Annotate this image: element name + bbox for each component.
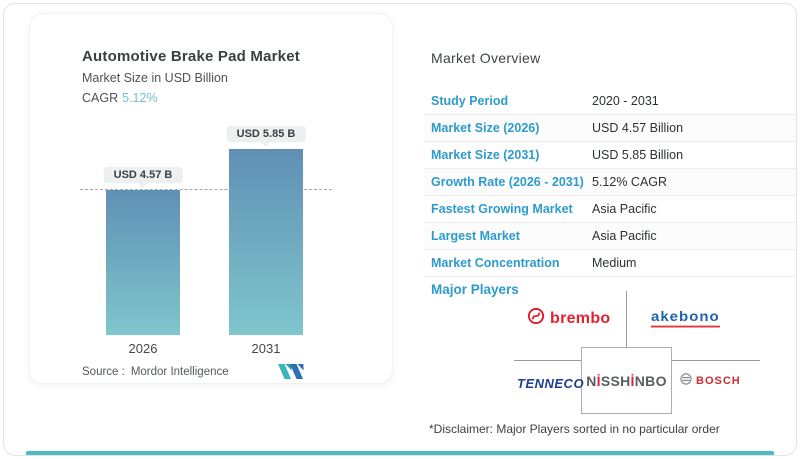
market-chart-card: Automotive Brake Pad Market Market Size … [29, 13, 393, 384]
nisshinbo-wordmark: NİSSHİNBO [586, 373, 667, 389]
row-value: 2020 - 2031 [592, 94, 659, 108]
table-row-market-concentration: Market Concentration Medium [424, 250, 796, 277]
major-players-title: Major Players [431, 282, 519, 297]
source-value: Mordor Intelligence [130, 366, 229, 378]
bottom-accent-bar [26, 451, 774, 455]
connector-right-line [672, 360, 760, 361]
axis-label-2026: 2026 [128, 341, 158, 356]
row-label: Market Size (2031) [431, 148, 540, 162]
bosch-logo: BOSCH [680, 372, 741, 390]
cagr-value: 5.12% [122, 91, 158, 105]
cagr-label: CAGR [82, 91, 119, 105]
row-label: Fastest Growing Market [431, 202, 573, 216]
nisshinbo-red-i: İ [630, 372, 635, 389]
tenneco-logo: TENNECO [517, 376, 585, 391]
row-value: 5.12% CAGR [592, 175, 668, 189]
nisshinbo-logo-box: NİSSHİNBO [581, 347, 672, 414]
row-value: Asia Pacific [592, 202, 657, 216]
bosch-armature-icon [680, 372, 692, 390]
nisshinbo-part: NBO [634, 372, 667, 389]
bosch-wordmark: BOSCH [696, 375, 741, 387]
table-row-study-period: Study Period 2020 - 2031 [424, 88, 796, 115]
brembo-wordmark: brembo [550, 309, 611, 327]
mordor-intelligence-logo-icon [278, 363, 304, 385]
row-value: Asia Pacific [592, 229, 657, 243]
cagr-line: CAGR 5.12% [82, 91, 158, 105]
table-row-market-size-2026: Market Size (2026) USD 4.57 Billion [424, 115, 796, 142]
brembo-logo: brembo [527, 307, 610, 330]
nisshinbo-red-i: İ [596, 372, 601, 389]
row-label: Study Period [431, 94, 509, 108]
connector-vertical-line [626, 291, 627, 347]
row-value: USD 4.57 Billion [592, 121, 684, 135]
value-badge-2026: USD 4.57 B [103, 167, 183, 183]
nisshinbo-part: N [586, 372, 597, 389]
value-badge-2031: USD 5.85 B [226, 126, 306, 142]
table-row-market-size-2031: Market Size (2031) USD 5.85 Billion [424, 142, 796, 169]
overview-table: Study Period 2020 - 2031 Market Size (20… [424, 88, 796, 277]
table-row-fastest-growing-market: Fastest Growing Market Asia Pacific [424, 196, 796, 223]
nisshinbo-part: SSH [600, 372, 631, 389]
table-row-largest-market: Largest Market Asia Pacific [424, 223, 796, 250]
row-label: Market Size (2026) [431, 121, 540, 135]
bar-2031 [229, 149, 303, 335]
axis-label-2031: 2031 [251, 341, 281, 356]
source-label: Source : [82, 366, 125, 378]
row-label: Largest Market [431, 229, 520, 243]
infographic-frame: Automotive Brake Pad Market Market Size … [3, 3, 797, 456]
chart-subtitle: Market Size in USD Billion [82, 71, 228, 85]
connector-left-line [514, 360, 581, 361]
overview-title: Market Overview [431, 50, 541, 66]
row-value: USD 5.85 Billion [592, 148, 684, 162]
akebono-logo: akebono [651, 309, 720, 328]
disclaimer-text: *Disclaimer: Major Players sorted in no … [429, 422, 720, 436]
bar-2026 [106, 190, 180, 335]
source-attribution: Source : Mordor Intelligence [82, 366, 229, 378]
row-label: Growth Rate (2026 - 2031) [431, 175, 584, 189]
chart-title: Automotive Brake Pad Market [82, 48, 300, 65]
row-value: Medium [592, 256, 637, 270]
table-row-growth-rate: Growth Rate (2026 - 2031) 5.12% CAGR [424, 169, 796, 196]
brembo-disc-icon [527, 307, 545, 330]
reference-dashed-line [80, 189, 332, 190]
row-label: Market Concentration [431, 256, 560, 270]
